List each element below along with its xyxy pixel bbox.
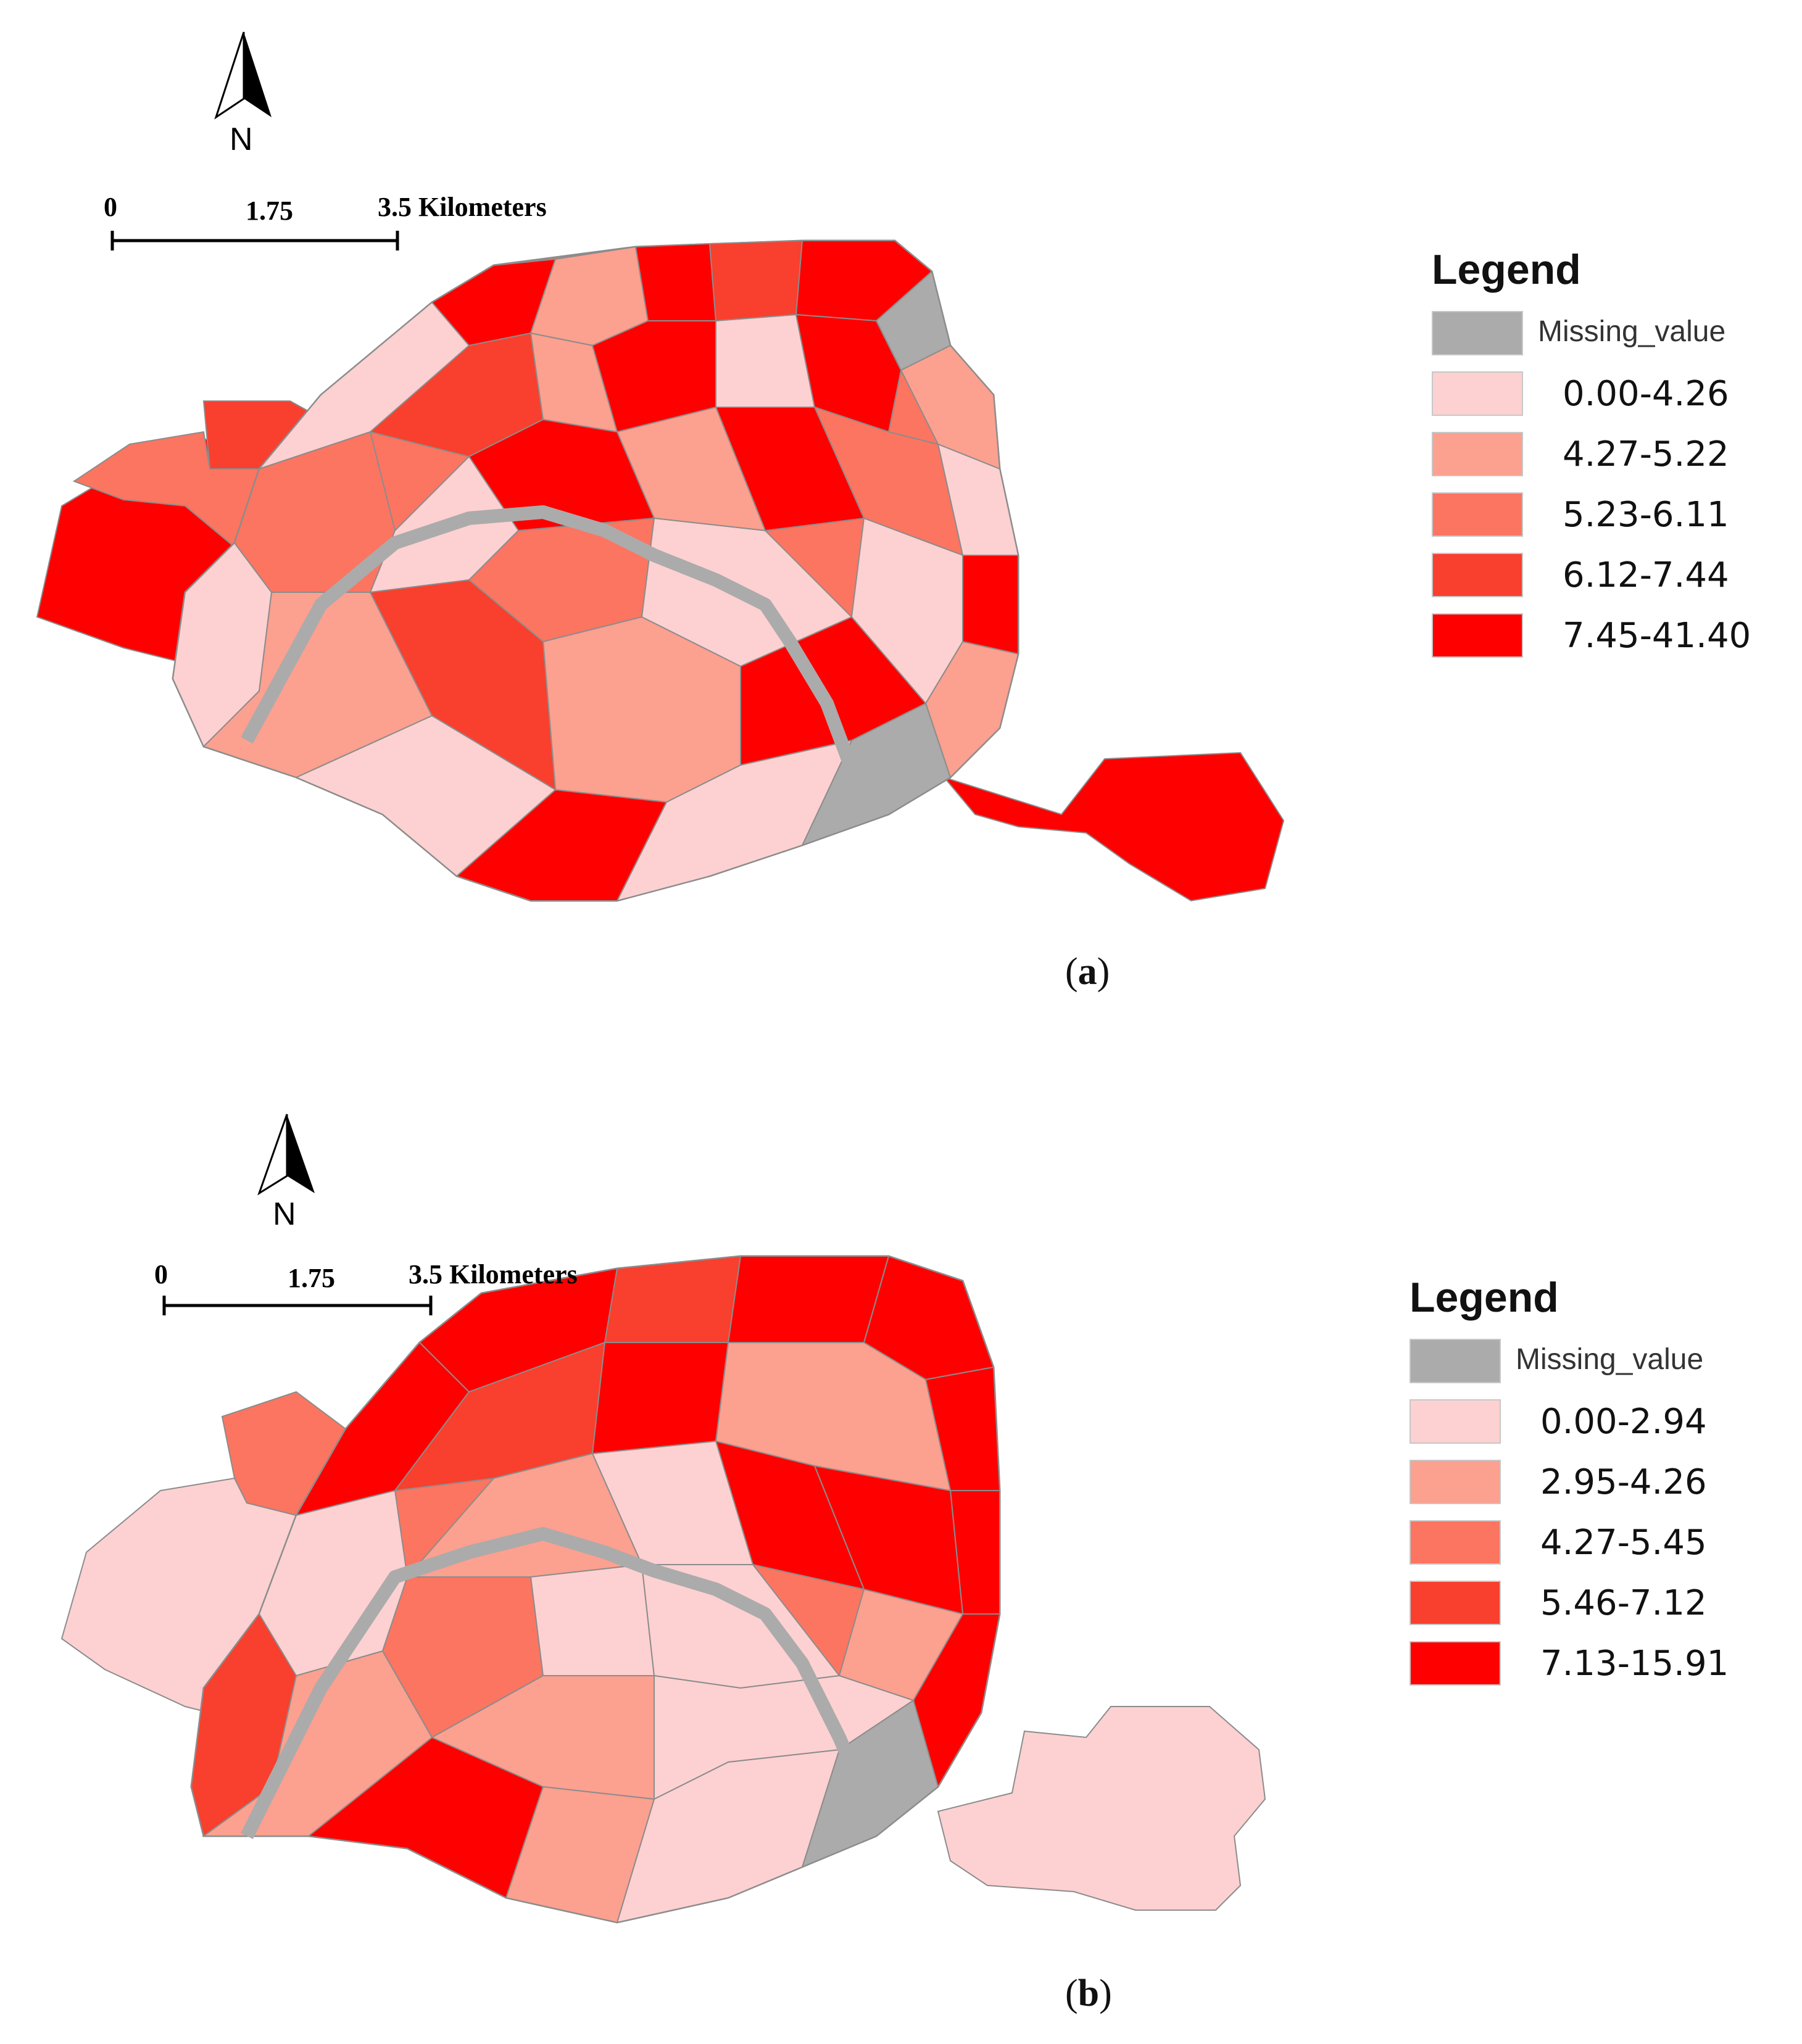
caption-letter: b: [1077, 1972, 1100, 2014]
bois-de-vincennes: [942, 751, 1285, 902]
scale-label-mid: 1.75: [246, 196, 293, 226]
legend-label: 4.27-5.45: [1540, 1523, 1707, 1563]
legend-label: 7.45-41.40: [1563, 616, 1751, 656]
seine-river-a: [241, 505, 871, 805]
legend-a: Legend Missing_value 0.00-4.26 4.27-5.22…: [1432, 246, 1751, 674]
legend-label: 0.00-2.94: [1540, 1402, 1707, 1442]
legend-swatch: [1432, 311, 1523, 355]
legend-label: 4.27-5.22: [1563, 434, 1729, 474]
legend-item-class-2: 4.27-5.22: [1432, 432, 1729, 492]
seine-river-b: [241, 1527, 883, 1839]
legend-items: Missing_value 0.00-4.26 4.27-5.22 5.23-6…: [1432, 311, 1751, 674]
legend-item-class-5: 7.45-41.40: [1432, 613, 1751, 674]
legend-label: 7.13-15.91: [1540, 1644, 1729, 1684]
scale-label-end: 3.5 Kilometers: [378, 192, 547, 222]
legend-swatch: [1410, 1581, 1501, 1625]
north-arrow-icon: [214, 31, 272, 120]
legend-swatch: [1432, 432, 1523, 476]
legend-title: Legend: [1410, 1274, 1559, 1321]
north-label: N: [273, 1196, 296, 1232]
map-panel-b: N 0 1.75 3.5 Kilometers Legend Missing_v…: [0, 1022, 1802, 2044]
legend-swatch: [1432, 492, 1523, 537]
bois-de-vincennes: [937, 1706, 1266, 1911]
legend-swatch: [1432, 371, 1523, 416]
legend-b: Legend Missing_value 0.00-2.94 2.95-4.26…: [1410, 1273, 1729, 1702]
legend-item-missing: Missing_value: [1432, 311, 1725, 371]
legend-item-class-2: 2.95-4.26: [1410, 1460, 1707, 1520]
legend-item-class-4: 5.46-7.12: [1410, 1581, 1707, 1641]
legend-label: 6.12-7.44: [1563, 555, 1729, 595]
district-cells-a: [172, 239, 1019, 902]
legend-item-missing: Missing_value: [1410, 1339, 1703, 1399]
legend-label: 5.23-6.11: [1563, 495, 1729, 535]
caption-a: (a): [1065, 951, 1110, 993]
legend-item-class-3: 4.27-5.45: [1410, 1520, 1707, 1581]
legend-swatch: [1410, 1399, 1501, 1444]
legend-swatch: [1410, 1641, 1501, 1686]
legend-swatch: [1410, 1460, 1501, 1504]
map-panel-a: N 0 1.75 3.5 Kilometers Legend Missing_v…: [36, 31, 1751, 993]
legend-label: Missing_value: [1538, 315, 1726, 348]
caption-b: (b): [1065, 1972, 1112, 2014]
choropleth-map-b: [60, 1255, 1266, 1924]
scale-label-zero: 0: [104, 192, 117, 222]
legend-label: 5.46-7.12: [1540, 1583, 1707, 1623]
legend-item-class-5: 7.13-15.91: [1410, 1641, 1729, 1702]
legend-item-class-3: 5.23-6.11: [1432, 492, 1729, 553]
north-arrow-icon: [257, 1114, 315, 1196]
legend-label: Missing_value: [1516, 1343, 1704, 1376]
north-label: N: [230, 122, 253, 157]
scale-label-zero: 0: [154, 1259, 168, 1289]
legend-swatch: [1410, 1339, 1501, 1383]
scale-bar: [110, 231, 399, 250]
scale-label-mid: 1.75: [288, 1263, 335, 1293]
legend-swatch: [1432, 553, 1523, 597]
district-cells-b: [190, 1255, 1001, 1924]
legend-swatch: [1432, 613, 1523, 658]
scale-label-end: 3.5 Kilometers: [409, 1259, 578, 1289]
legend-swatch: [1410, 1520, 1501, 1565]
legend-item-class-1: 0.00-4.26: [1432, 371, 1729, 432]
legend-items: Missing_value 0.00-2.94 2.95-4.26 4.27-5…: [1410, 1339, 1729, 1702]
legend-item-class-4: 6.12-7.44: [1432, 553, 1729, 613]
legend-label: 0.00-4.26: [1563, 374, 1729, 414]
legend-item-class-1: 0.00-2.94: [1410, 1399, 1707, 1460]
legend-title: Legend: [1432, 246, 1581, 293]
legend-label: 2.95-4.26: [1540, 1462, 1707, 1502]
scale-bar: [162, 1296, 433, 1315]
choropleth-map-a: [36, 239, 1285, 902]
caption-letter: a: [1077, 951, 1097, 993]
